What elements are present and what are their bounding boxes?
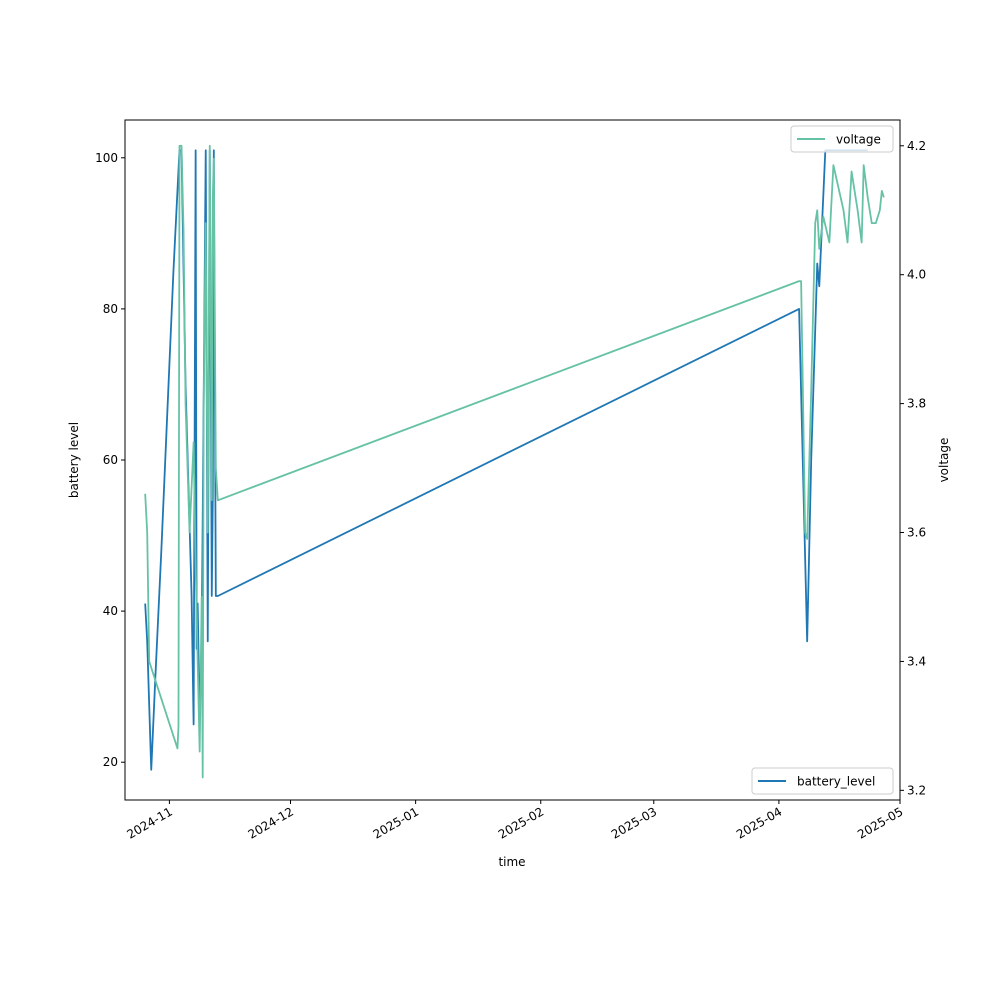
series-line-voltage — [144, 144, 885, 779]
y-axis-left: 20 40 60 80 100 — [95, 151, 125, 769]
y-left-tick-label: 80 — [103, 302, 118, 316]
y-left-tick-label: 20 — [103, 755, 118, 769]
y-axis-right-label: voltage — [937, 438, 951, 483]
y-right-tick-label: 3.8 — [907, 397, 926, 411]
y-left-tick-label: 100 — [95, 151, 118, 165]
y-right-tick-label: 3.6 — [907, 526, 926, 540]
legend-battery-level-label: battery_level — [797, 775, 875, 789]
y-axis-right: 3.2 3.4 3.6 3.8 4.0 4.2 — [900, 139, 926, 797]
legend-voltage: voltage — [790, 125, 894, 153]
y-left-tick-label: 60 — [103, 453, 118, 467]
legend-voltage-label: voltage — [836, 133, 881, 147]
legend-voltage-box — [790, 125, 894, 153]
y-left-tick-label: 40 — [103, 604, 118, 618]
y-right-tick-label: 3.4 — [907, 654, 926, 668]
legend-battery-level: battery_level — [751, 767, 894, 795]
y-right-tick-label: 4.2 — [907, 139, 926, 153]
y-right-tick-label: 3.2 — [907, 783, 926, 797]
y-right-tick-label: 4.0 — [907, 268, 926, 282]
series-layer — [144, 144, 885, 779]
x-axis-label: time — [498, 855, 525, 869]
y-axis-left-label: battery level — [67, 422, 81, 498]
legend-battery-level-box — [751, 767, 894, 795]
